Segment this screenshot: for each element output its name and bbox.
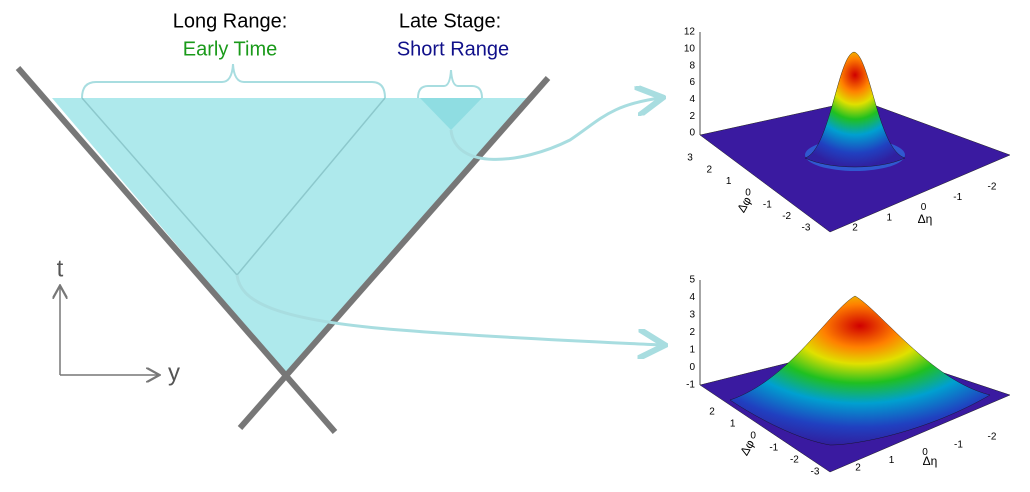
- t-label: t: [57, 255, 64, 282]
- cone-line: [81, 97, 238, 276]
- axis-label: Δφ: [734, 194, 754, 215]
- brace: [417, 69, 483, 99]
- z-tick-label: 8: [689, 60, 695, 71]
- eta-tick-label: -2: [988, 182, 997, 193]
- surface-peak: [804, 51, 906, 168]
- phi-tick-label: -3: [811, 467, 820, 478]
- eta-tick-label: 0: [922, 447, 928, 458]
- y-label: y: [168, 359, 180, 386]
- z-tick-label: 2: [689, 111, 695, 122]
- z-tick-label: 0: [689, 128, 695, 139]
- z-tick-label: 6: [689, 77, 695, 88]
- light-cone: [52, 98, 530, 375]
- label: Late Stage:: [399, 10, 501, 32]
- brace: [81, 63, 386, 99]
- eta-tick-label: 2: [852, 223, 858, 234]
- light-line: [15, 66, 338, 434]
- surface-peak: [729, 295, 991, 446]
- eta-tick-label: -1: [953, 192, 962, 203]
- eta-tick-label: -1: [954, 439, 963, 450]
- phi-tick-label: -3: [802, 223, 811, 234]
- phi-tick-label: 3: [687, 153, 693, 164]
- z-tick-label: 3: [689, 310, 695, 321]
- z-tick-label: -1: [686, 380, 695, 391]
- phi-tick-label: -1: [763, 199, 772, 210]
- arrow: [449, 98, 660, 161]
- light-line: [237, 76, 551, 430]
- z-tick-label: 1: [689, 345, 695, 356]
- phi-tick-label: 1: [726, 176, 732, 187]
- phi-tick-label: -1: [769, 443, 778, 454]
- axis-label: Δφ: [737, 437, 757, 458]
- z-tick-label: 10: [684, 43, 696, 54]
- eta-tick-label: 0: [921, 202, 927, 213]
- eta-tick-label: 1: [889, 455, 895, 466]
- label: Short Range: [397, 38, 509, 60]
- small-cone: [420, 98, 482, 130]
- z-tick-label: 2: [689, 327, 695, 338]
- label: Long Range:: [173, 10, 288, 32]
- eta-tick-label: 2: [855, 463, 861, 474]
- phi-tick-label: 1: [730, 419, 736, 430]
- z-tick-label: 5: [689, 275, 695, 286]
- z-tick-label: 4: [689, 292, 695, 303]
- axis-label: Δη: [923, 454, 938, 468]
- phi-tick-label: -2: [790, 455, 799, 466]
- arrow: [235, 274, 662, 345]
- z-tick-label: 4: [689, 94, 695, 105]
- phi-tick-label: 0: [750, 431, 756, 442]
- axis-label: Δη: [918, 212, 933, 226]
- z-tick-label: 0: [689, 362, 695, 373]
- phi-tick-label: -2: [782, 211, 791, 222]
- eta-tick-label: 1: [886, 212, 892, 223]
- phi-tick-label: 2: [709, 407, 715, 418]
- cone-line: [236, 97, 386, 276]
- phi-tick-label: 0: [745, 188, 751, 199]
- phi-tick-label: 2: [707, 164, 713, 175]
- label: Early Time: [183, 38, 277, 60]
- eta-tick-label: -2: [988, 432, 997, 443]
- z-tick-label: 12: [684, 27, 696, 38]
